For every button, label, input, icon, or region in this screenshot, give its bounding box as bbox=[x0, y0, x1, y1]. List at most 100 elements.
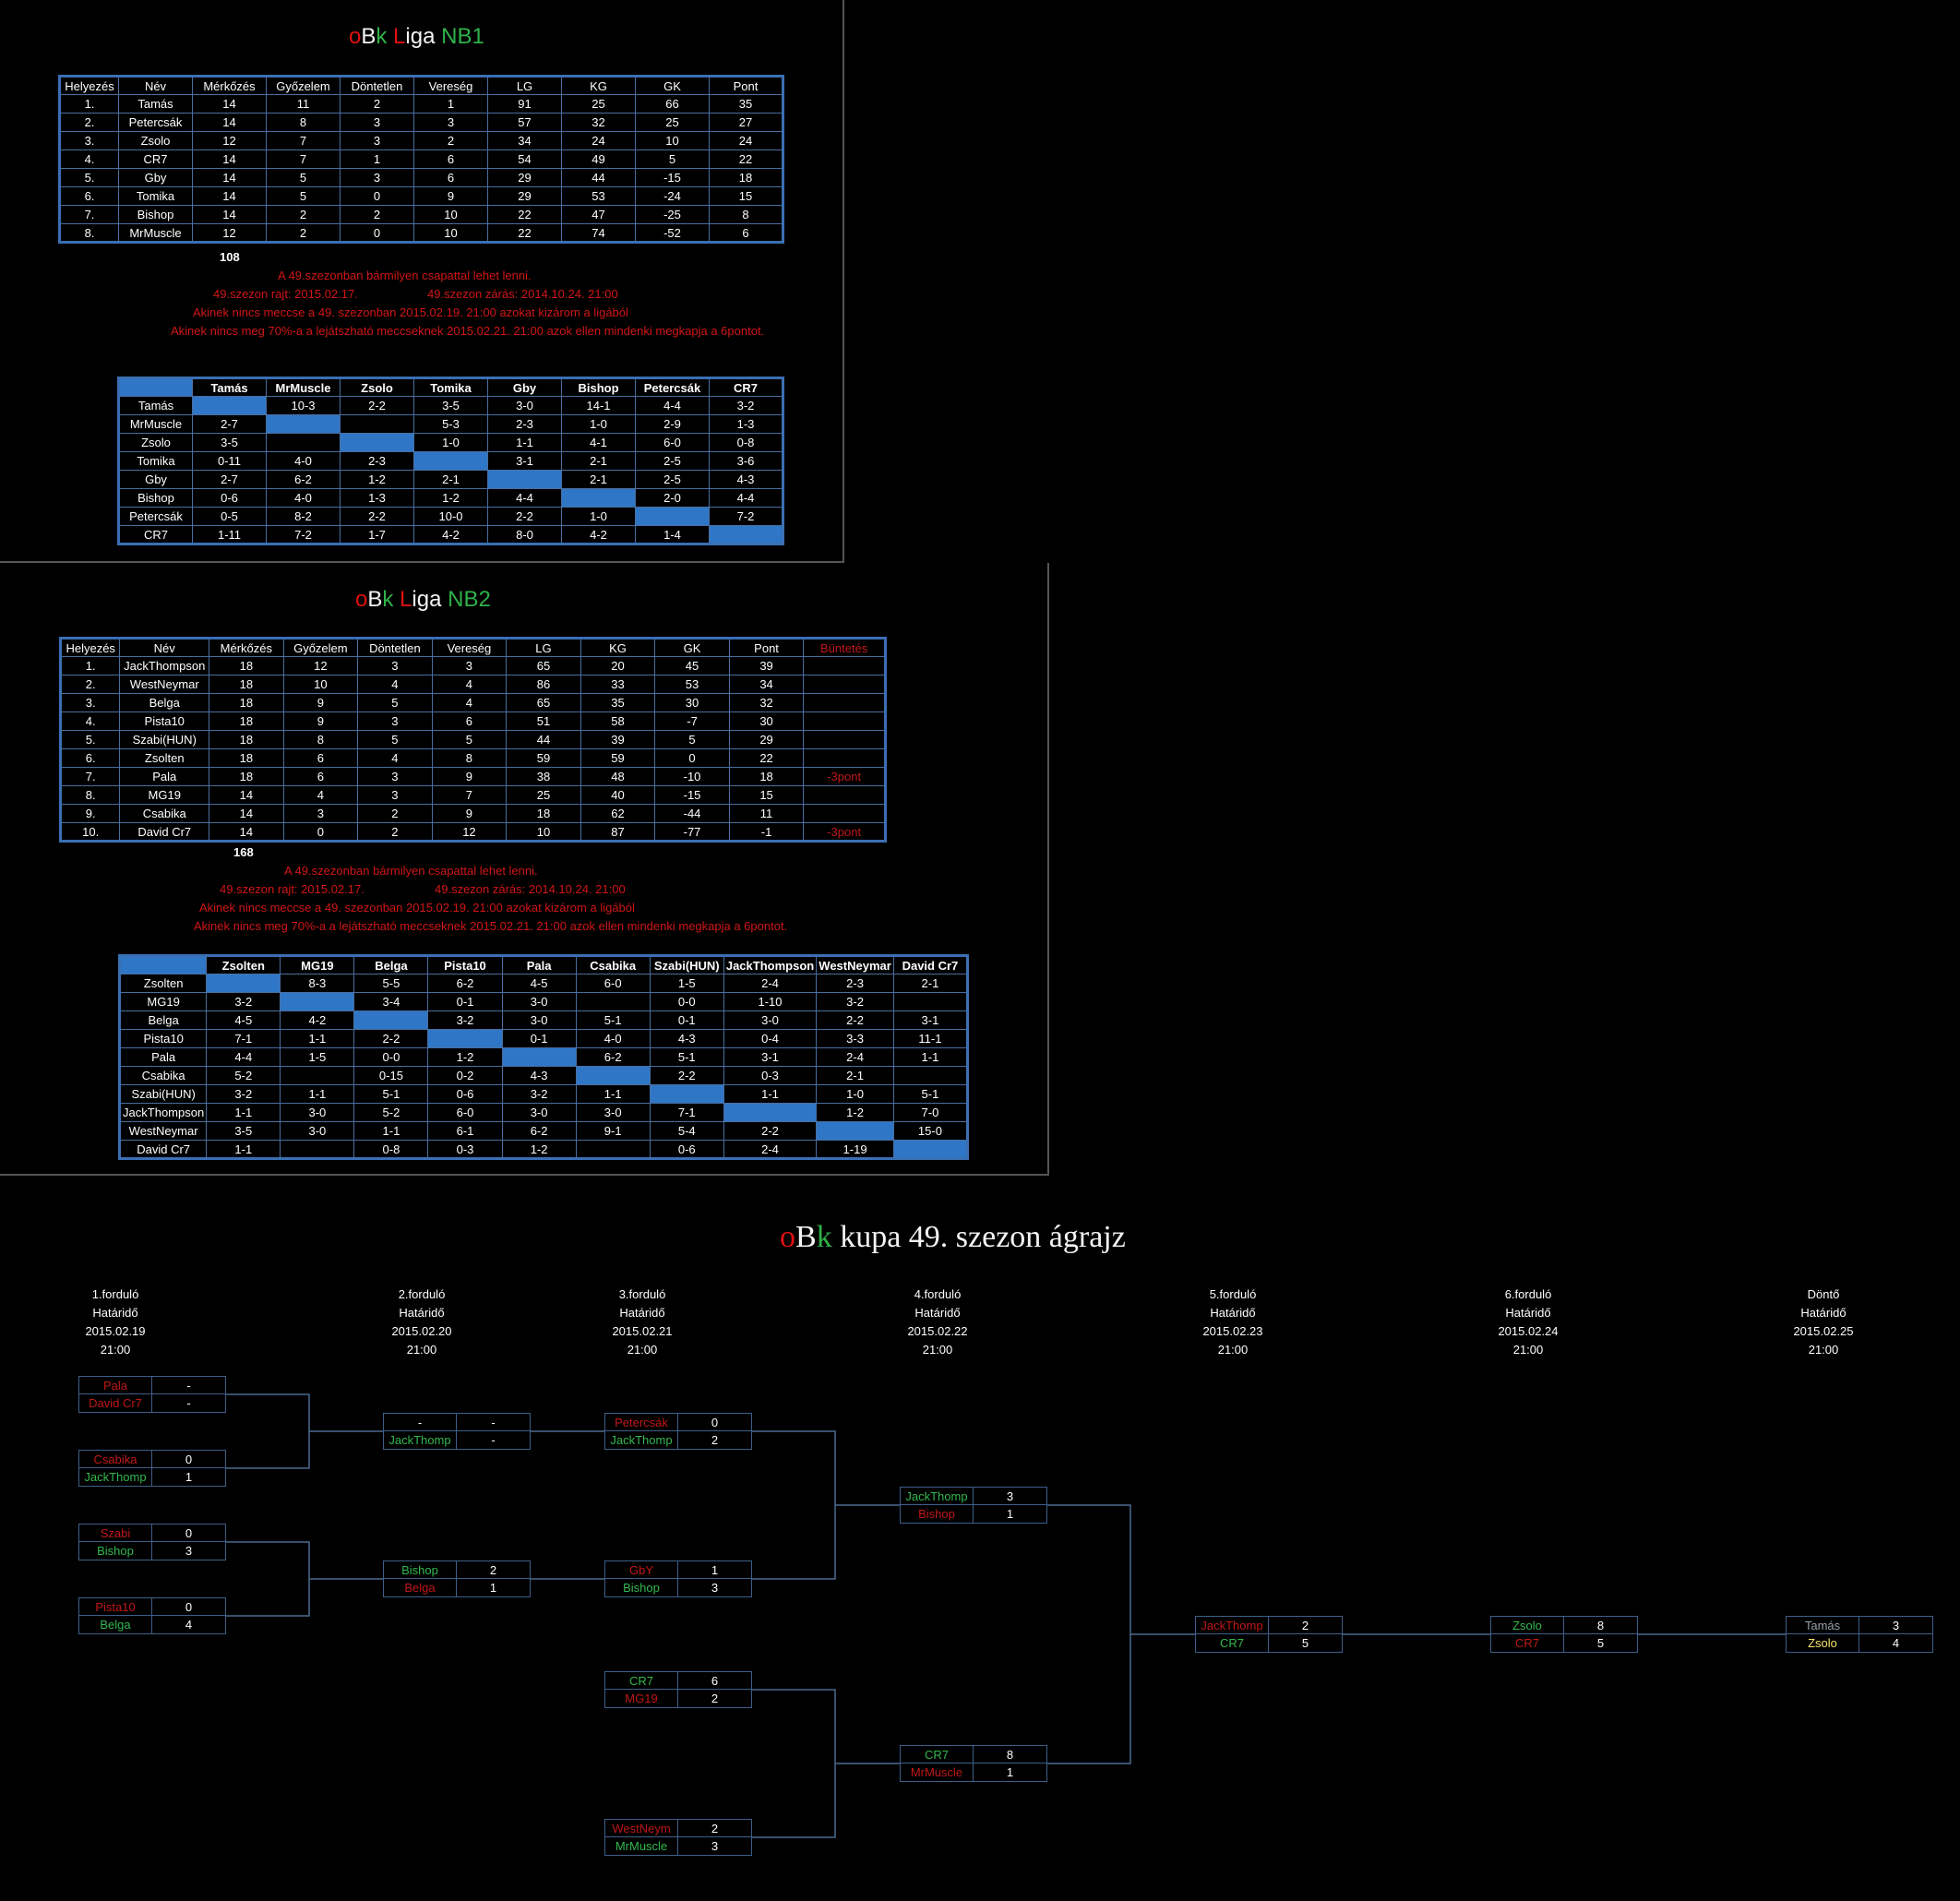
matrix-cell: 3-2 bbox=[206, 1084, 281, 1104]
table-row: David Cr7 1-1 0-8 0-3 1-2 0-6 2-4 1-19 bbox=[118, 1140, 969, 1159]
standings-cell: 12 bbox=[192, 223, 267, 243]
match-score: 1 bbox=[711, 1563, 719, 1577]
round-name: 3.forduló bbox=[618, 1287, 666, 1301]
match-row: Csabika 0 bbox=[78, 1450, 226, 1468]
bracket-match: - - JackThomp - bbox=[383, 1413, 531, 1450]
matrix-cell: 3-2 bbox=[501, 1084, 577, 1104]
matrix-header-row: Zsolten MG19 Belga Pista10 Pala Csabika Szabi(… bbox=[118, 955, 969, 974]
standings-cell: 14 bbox=[209, 822, 284, 842]
match-row: MrMuscle 1 bbox=[900, 1764, 1047, 1782]
match-score: - bbox=[491, 1433, 496, 1447]
match-player: Bishop bbox=[384, 1561, 457, 1578]
match-score: - bbox=[491, 1416, 496, 1429]
match-row: JackThomp 2 bbox=[1195, 1616, 1343, 1634]
kupa-title: oBk kupa 49. szezon ágrajz bbox=[780, 1220, 1126, 1254]
matrix-cell: 0-8 bbox=[353, 1140, 429, 1159]
standings-cell: 34 bbox=[728, 675, 805, 694]
round-label: Határidő bbox=[1505, 1306, 1551, 1320]
match-score: 8 bbox=[1596, 1619, 1605, 1632]
table-row: Szabi(HUN) 3-2 1-1 5-1 0-6 3-2 1-1 1-1 1-0 5-1 bbox=[118, 1084, 969, 1104]
standings-header-cell: Pont bbox=[709, 76, 783, 95]
match-row: WestNeym 2 bbox=[604, 1819, 752, 1837]
match-player: Szabi bbox=[79, 1524, 152, 1541]
table-row: 1. JackThompson 18 12 3 3 65 20 45 39 bbox=[59, 656, 886, 676]
match-score: 2 bbox=[711, 1822, 719, 1835]
nb2-note-1: A 49.szezonban bármilyen csapattal lehet… bbox=[284, 864, 538, 878]
round-name: 6.forduló bbox=[1504, 1287, 1552, 1301]
match-score: 0 bbox=[711, 1416, 719, 1429]
standings-cell: 29 bbox=[728, 730, 805, 749]
nb2-sheet bbox=[0, 563, 1049, 1176]
round-date: 2015.02.24 bbox=[1498, 1324, 1559, 1338]
standings-cell: Gby bbox=[118, 168, 193, 187]
round-time: 21:00 bbox=[1217, 1343, 1249, 1357]
matrix-cell: 0-8 bbox=[709, 433, 783, 452]
standings-cell: WestNeymar bbox=[119, 675, 210, 694]
standings-cell: 2 bbox=[266, 223, 341, 243]
standings-cell: 48 bbox=[580, 767, 656, 786]
matrix-cell bbox=[427, 1029, 503, 1048]
standings-cell: 6 bbox=[709, 223, 783, 243]
round-time: 21:00 bbox=[406, 1343, 437, 1357]
bracket-match: Zsolo 8 CR7 5 bbox=[1490, 1616, 1638, 1653]
nb1-note-4: Akinek nincs meccse a 49. szezonban 2015… bbox=[193, 305, 628, 319]
match-score: 1 bbox=[1006, 1507, 1014, 1521]
matrix-col-header: Pista10 bbox=[427, 955, 503, 974]
standings-cell: David Cr7 bbox=[119, 822, 210, 842]
round-date: 2015.02.25 bbox=[1793, 1324, 1854, 1338]
standings-cell: 10 bbox=[506, 822, 581, 842]
table-row: CR7 1-11 7-2 1-7 4-2 8-0 4-2 1-4 bbox=[118, 525, 783, 544]
matrix-cell bbox=[353, 1010, 429, 1030]
round-date: 2015.02.22 bbox=[907, 1324, 968, 1338]
round-date: 2015.02.20 bbox=[391, 1324, 452, 1338]
table-row: 2. Petercsák 14 8 3 3 57 32 25 27 bbox=[59, 113, 783, 132]
round-time: 21:00 bbox=[100, 1343, 131, 1357]
standings-header-cell: GK bbox=[635, 76, 710, 95]
standings-cell: Pala bbox=[119, 767, 210, 786]
matrix-header-row: Tamás MrMuscle Zsolo Tomika Gby Bishop Petercs… bbox=[118, 377, 783, 397]
table-row: MG19 3-2 3-4 0-1 3-0 0-0 1-10 3-2 bbox=[118, 992, 969, 1011]
matrix-cell: 3-0 bbox=[575, 1103, 651, 1122]
standings-cell: MrMuscle bbox=[118, 223, 193, 243]
match-player: Petercsák bbox=[605, 1414, 678, 1430]
matrix-cell: 5-1 bbox=[649, 1047, 724, 1067]
matrix-cell bbox=[635, 507, 710, 526]
matrix-cell: 2-5 bbox=[635, 470, 710, 489]
matrix-row-header: Gby bbox=[118, 470, 193, 489]
round-name: 1.forduló bbox=[91, 1287, 139, 1301]
round-label: Határidő bbox=[619, 1306, 665, 1320]
matrix-row-header: MG19 bbox=[118, 992, 208, 1011]
round-name: Döntő bbox=[1807, 1287, 1840, 1301]
matrix-row-header: Bishop bbox=[118, 488, 193, 508]
matrix-cell: 3-2 bbox=[206, 992, 281, 1011]
matrix-cell: 2-2 bbox=[816, 1010, 894, 1030]
table-row: 5. Szabi(HUN) 18 8 5 5 44 39 5 29 bbox=[59, 730, 886, 749]
bracket-match: Petercsák 0 JackThomp 2 bbox=[604, 1413, 752, 1450]
matrix-row-header: Tamás bbox=[118, 396, 193, 415]
standings-cell: -3pont bbox=[803, 822, 886, 842]
matrix-cell: 4-4 bbox=[487, 488, 562, 508]
match-row: GbY 1 bbox=[604, 1560, 752, 1579]
round-name: 2.forduló bbox=[398, 1287, 446, 1301]
match-score: 1 bbox=[185, 1470, 193, 1484]
matrix-cell bbox=[575, 1066, 651, 1085]
match-player: Bishop bbox=[79, 1542, 152, 1560]
standings-cell: 0 bbox=[340, 223, 414, 243]
match-score: 4 bbox=[1892, 1636, 1900, 1650]
nb2-title: oBk Liga NB2 bbox=[355, 587, 491, 612]
match-row: Belga 4 bbox=[78, 1616, 226, 1634]
standings-cell: 18 bbox=[209, 693, 284, 712]
match-row: Bishop 3 bbox=[78, 1542, 226, 1560]
round-label: Határidő bbox=[1210, 1306, 1256, 1320]
standings-cell: 2 bbox=[357, 822, 433, 842]
match-row: JackThomp 2 bbox=[604, 1431, 752, 1450]
standings-cell: 22 bbox=[709, 149, 783, 169]
matrix-cell bbox=[709, 525, 783, 544]
table-row: Tamás 10-3 2-2 3-5 3-0 14-1 4-4 3-2 bbox=[118, 396, 783, 415]
match-score: - bbox=[186, 1396, 191, 1410]
table-row: 5. Gby 14 5 3 6 29 44 -15 18 bbox=[59, 168, 783, 187]
nb1-standings-table: Helyezés Név Mérkőzés Győzelem Döntetlen Vere… bbox=[58, 75, 784, 244]
bracket-match: JackThomp 3 Bishop 1 bbox=[900, 1487, 1047, 1524]
nb1-note-2: 49.szezon rajt: 2015.02.17. bbox=[213, 287, 358, 301]
